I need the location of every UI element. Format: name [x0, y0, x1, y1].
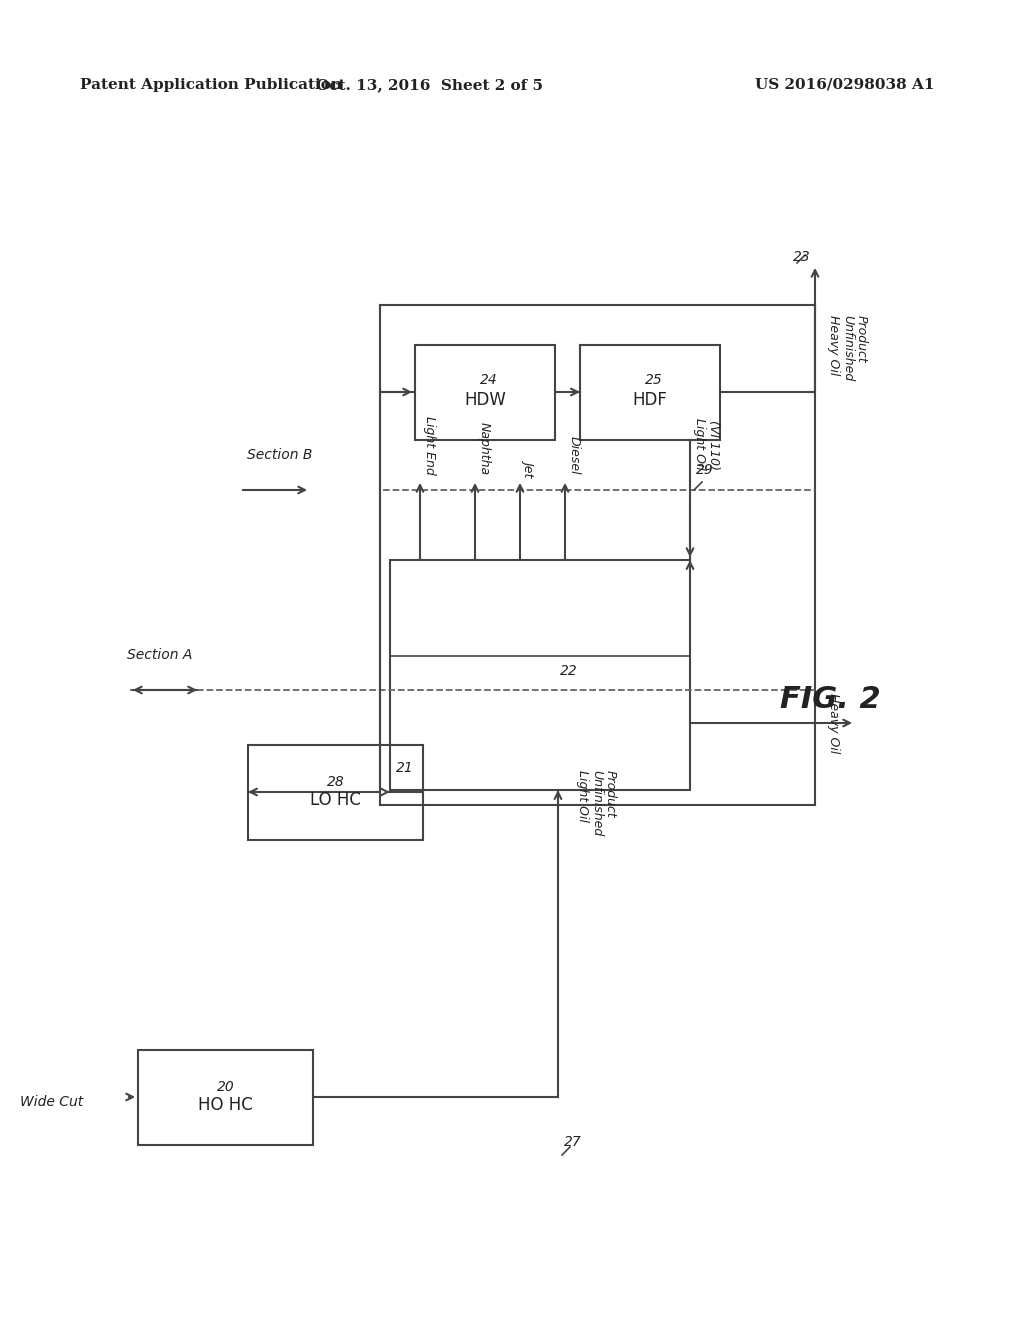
Text: Patent Application Publication: Patent Application Publication [80, 78, 342, 92]
Text: Heavy Oil: Heavy Oil [827, 315, 840, 375]
Text: Section B: Section B [248, 447, 312, 462]
Text: Section A: Section A [127, 648, 193, 663]
Text: 27: 27 [564, 1135, 582, 1148]
Bar [138, 1049, 313, 1144]
Text: 23: 23 [793, 249, 811, 264]
Text: Light End: Light End [423, 416, 436, 475]
Text: 28: 28 [327, 775, 345, 789]
Text: Product: Product [604, 770, 617, 818]
Text: 24: 24 [480, 374, 498, 387]
Text: 25: 25 [645, 374, 663, 387]
Text: (VI 110): (VI 110) [707, 420, 720, 470]
Text: HDF: HDF [633, 391, 668, 409]
Bar [415, 345, 555, 440]
Text: 22: 22 [560, 664, 578, 678]
Text: US 2016/0298038 A1: US 2016/0298038 A1 [755, 78, 935, 92]
Bar [580, 345, 720, 440]
Text: FIG. 2: FIG. 2 [780, 685, 881, 714]
Text: HDW: HDW [464, 391, 506, 409]
Text: Oct. 13, 2016  Sheet 2 of 5: Oct. 13, 2016 Sheet 2 of 5 [316, 78, 544, 92]
Text: Product: Product [855, 315, 868, 363]
Text: Jet: Jet [523, 458, 536, 475]
Text: 29: 29 [696, 463, 714, 477]
Text: Light Oil: Light Oil [693, 418, 706, 470]
Text: LO HC: LO HC [309, 791, 360, 809]
Text: Naphtha: Naphtha [478, 422, 490, 475]
Text: Diesel: Diesel [568, 437, 581, 475]
Text: Heavy Oil: Heavy Oil [827, 693, 840, 754]
Text: 21: 21 [396, 762, 414, 775]
Bar [380, 305, 815, 805]
Bar [390, 560, 690, 789]
Text: Wide Cut: Wide Cut [19, 1096, 83, 1109]
Text: Unfinished: Unfinished [590, 770, 603, 837]
Text: Light Oil: Light Oil [575, 770, 589, 822]
Text: Unfinished: Unfinished [841, 315, 854, 381]
Text: HO HC: HO HC [198, 1096, 252, 1114]
Text: 20: 20 [217, 1080, 234, 1094]
Bar [248, 744, 423, 840]
